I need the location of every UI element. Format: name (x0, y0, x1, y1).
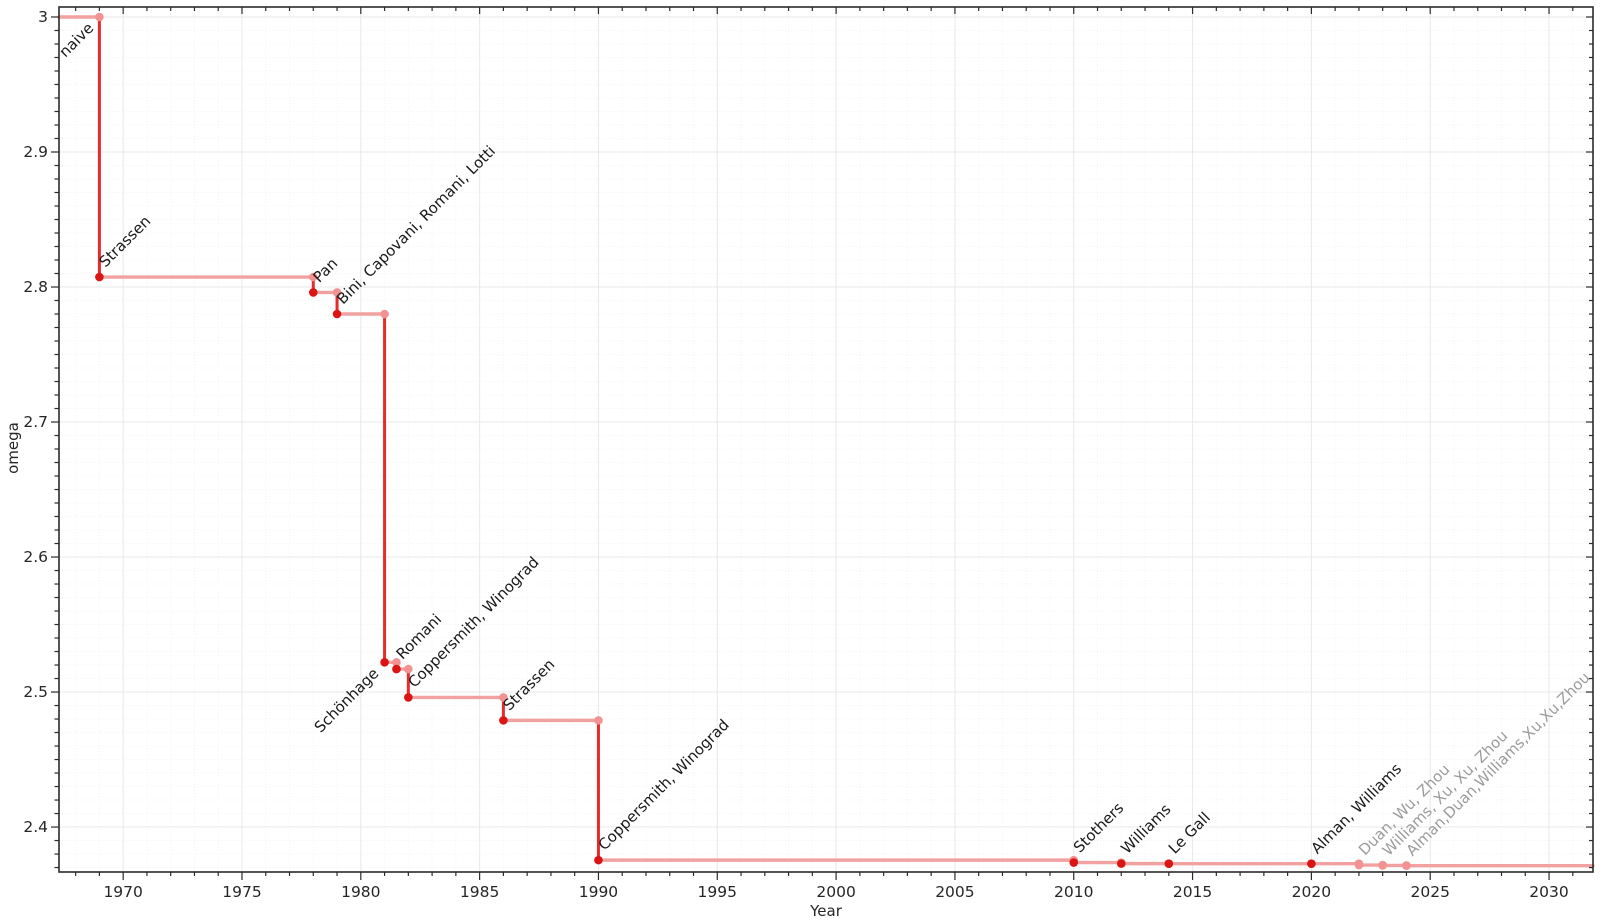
x-tick-label: 2010 (1054, 883, 1093, 901)
x-tick-label: 2015 (1173, 883, 1212, 901)
data-point (1378, 861, 1387, 870)
point-label: Strassen (499, 655, 558, 714)
x-axis-title: Year (810, 902, 842, 920)
data-point (332, 309, 342, 319)
data-point (404, 693, 413, 702)
point-label: Stothers (1070, 799, 1128, 857)
data-point-top (404, 664, 413, 674)
data-point (308, 288, 318, 297)
point-label: Schönhage (311, 664, 383, 736)
data-point-top (308, 272, 318, 282)
data-point (1164, 859, 1174, 868)
point-label: Strassen (96, 212, 155, 271)
data-point (380, 658, 389, 667)
y-axis-title: omega (4, 422, 22, 474)
y-tick-label: 3 (38, 8, 48, 26)
data-point (594, 855, 603, 865)
x-tick-label: 1990 (579, 883, 618, 901)
point-label: Le Gall (1165, 809, 1214, 858)
data-point (1307, 859, 1316, 868)
x-tick-label: 1980 (341, 883, 380, 901)
point-label: naive (56, 19, 98, 61)
point-label: Williams (1117, 800, 1174, 857)
x-tick-label: 1975 (222, 883, 261, 901)
data-point (392, 664, 401, 674)
x-tick-label: 2005 (935, 883, 974, 901)
data-point-top (380, 309, 389, 319)
y-tick-label: 2.5 (23, 683, 48, 701)
data-point-top (499, 693, 508, 702)
x-tick-label: 1985 (460, 883, 499, 901)
plot-frame (58, 6, 1594, 873)
point-label: Bini, Capovani, Romani, Lotti (333, 142, 499, 308)
data-point-top (332, 288, 342, 297)
data-point-top (594, 716, 603, 725)
data-point (499, 716, 508, 725)
data-point-top (392, 658, 401, 667)
data-point (1069, 858, 1079, 867)
y-tick-label: 2.9 (23, 143, 48, 161)
point-label: Alman,Duan,Williams,Xu,Xu,Zhou (1403, 669, 1594, 860)
x-tick-label: 2020 (1292, 883, 1331, 901)
x-tick-label: 2030 (1529, 883, 1568, 901)
y-tick-label: 2.7 (23, 413, 48, 431)
data-point (95, 272, 104, 282)
x-tick-label: 1970 (103, 883, 142, 901)
point-label: Coppersmith, Winograd (595, 716, 733, 854)
x-tick-label: 2000 (816, 883, 855, 901)
x-tick-label: 1995 (698, 883, 737, 901)
data-point (1116, 859, 1126, 868)
data-point (1354, 860, 1364, 870)
x-tick-label: 2025 (1410, 883, 1449, 901)
data-point-top (95, 12, 104, 22)
y-tick-label: 2.6 (23, 548, 48, 566)
y-tick-label: 2.4 (23, 818, 48, 836)
y-tick-label: 2.8 (23, 278, 48, 296)
point-label: Williams, Xu, Xu, Zhou (1379, 727, 1512, 860)
data-point (1402, 861, 1411, 871)
